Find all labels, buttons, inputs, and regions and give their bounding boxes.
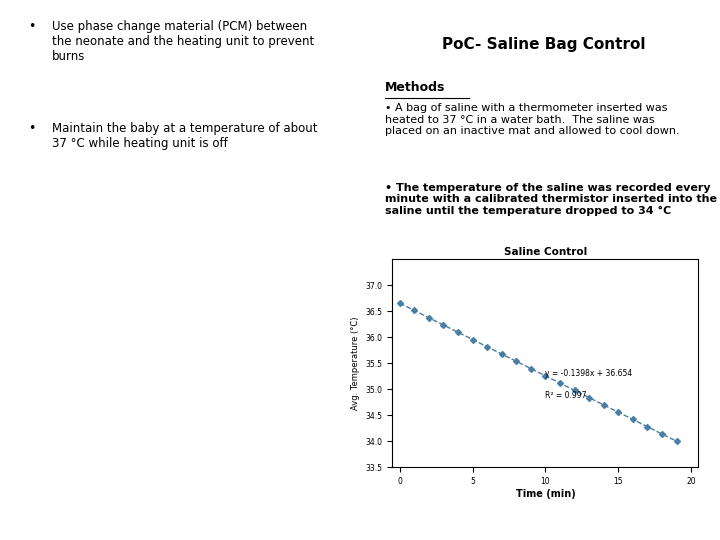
Text: •: •: [28, 20, 36, 33]
Text: Maintain the baby at a temperature of about
37 °C while heating unit is off: Maintain the baby at a temperature of ab…: [52, 122, 318, 150]
Text: Methods: Methods: [384, 81, 445, 94]
Text: IncuVive: IncuVive: [42, 519, 95, 529]
Title: Saline Control: Saline Control: [504, 247, 587, 257]
Text: R² = 0.997: R² = 0.997: [546, 392, 587, 401]
Text: •: •: [28, 122, 36, 135]
Text: PoC- Saline Bag Control: PoC- Saline Bag Control: [442, 37, 645, 52]
Text: • A bag of saline with a thermometer inserted was
heated to 37 °C in a water bat: • A bag of saline with a thermometer ins…: [384, 103, 679, 137]
Text: Use phase change material (PCM) between
the neonate and the heating unit to prev: Use phase change material (PCM) between …: [52, 20, 315, 63]
Y-axis label: Avg. Temperature (°C): Avg. Temperature (°C): [351, 316, 360, 410]
X-axis label: Time (min): Time (min): [516, 489, 575, 498]
Text: • The temperature of the saline was recorded every
minute with a calibrated ther: • The temperature of the saline was reco…: [384, 183, 716, 216]
Text: y = -0.1398x + 36.654: y = -0.1398x + 36.654: [546, 369, 633, 377]
